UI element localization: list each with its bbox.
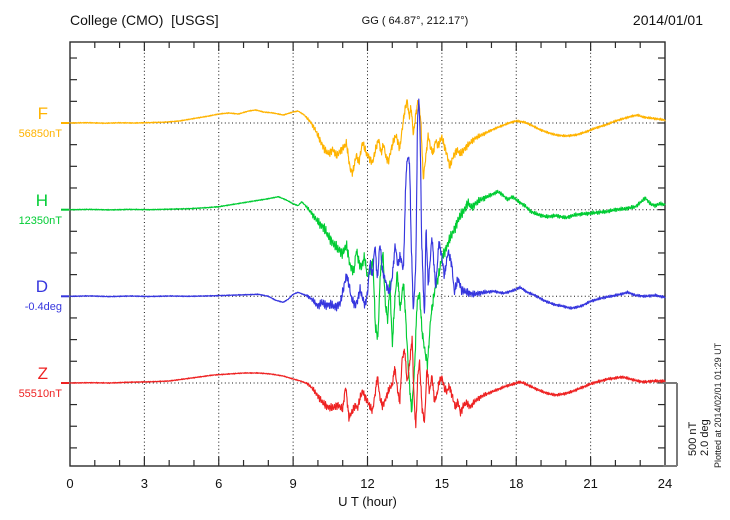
scalebar-label-nt: 500 nT xyxy=(687,421,699,456)
geographic-coords: GG ( 64.87°, 212.17°) xyxy=(361,15,469,27)
trace-letter-Z: Z xyxy=(37,364,48,383)
plot-date: 2014/01/01 xyxy=(632,12,703,28)
trace-H xyxy=(69,189,666,413)
plotted-at-timestamp: Plotted at 2014/02/01 01:29 UT xyxy=(713,342,723,468)
x-tick-label-15: 15 xyxy=(435,476,449,491)
trace-label-D: D -0.4deg xyxy=(0,278,63,313)
x-tick-label-18: 18 xyxy=(509,476,523,491)
trace-label-Z: Z 55510nT xyxy=(0,365,63,400)
x-tick-label-0: 0 xyxy=(66,476,73,491)
trace-letter-D: D xyxy=(35,277,48,296)
trace-baseline-value-F: 56850nT xyxy=(18,128,62,140)
x-axis-title: U T (hour) xyxy=(338,494,397,509)
trace-baseline-value-H: 12350nT xyxy=(18,215,62,227)
trace-label-F: F 56850nT xyxy=(0,105,63,140)
trace-label-H: H 12350nT xyxy=(0,192,63,227)
x-tick-label-24: 24 xyxy=(658,476,672,491)
trace-letter-F: F xyxy=(37,104,48,123)
x-tick-label-21: 21 xyxy=(583,476,597,491)
trace-baseline-value-Z: 55510nT xyxy=(18,388,62,400)
trace-letter-H: H xyxy=(35,191,48,210)
trace-D xyxy=(69,98,666,314)
scalebar-label-deg: 2.0 deg xyxy=(699,419,711,456)
x-tick-label-6: 6 xyxy=(215,476,222,491)
station-title: College (CMO) [USGS] xyxy=(70,12,219,28)
x-tick-label-3: 3 xyxy=(141,476,148,491)
trace-baseline-value-D: -0.4deg xyxy=(24,301,62,313)
trace-F xyxy=(69,99,666,180)
x-tick-label-12: 12 xyxy=(360,476,374,491)
trace-Z xyxy=(69,335,666,429)
x-tick-label-9: 9 xyxy=(290,476,297,491)
